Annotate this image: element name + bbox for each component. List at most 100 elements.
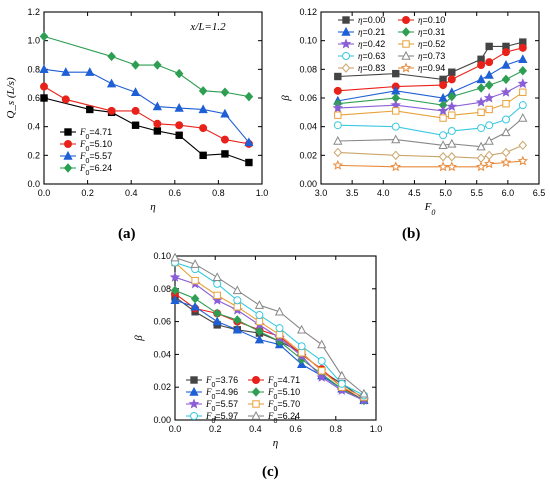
c-point <box>255 311 264 320</box>
b-point <box>391 134 401 144</box>
legend-c-entry-0-label: F0=3.76 <box>205 375 238 389</box>
a-point <box>39 31 49 42</box>
legend-b-entry-7-label: η=0.73 <box>418 51 445 61</box>
legend-b-entry-0-label: η=0.00 <box>358 15 385 25</box>
b-point <box>439 114 447 122</box>
a-point <box>153 119 162 128</box>
x-tick-label: 0.4 <box>125 188 138 198</box>
y-tick-label: 0.06 <box>299 93 317 103</box>
a-point <box>244 91 254 102</box>
y-tick-label: 0.8 <box>27 64 40 74</box>
b-point <box>390 161 401 172</box>
a-point <box>153 60 162 70</box>
a-series-line-2 <box>43 68 250 143</box>
a-point <box>86 105 94 114</box>
y-axis-label: β <box>280 95 292 102</box>
b-point <box>501 74 511 85</box>
legend-c-entry-3-label: F0=5.10 <box>267 387 300 401</box>
b-point <box>518 101 527 110</box>
c-series-line-7 <box>174 257 365 395</box>
x-tick-label: 5.0 <box>439 188 452 198</box>
b-point <box>501 147 511 158</box>
b-point <box>518 112 528 122</box>
b-point <box>477 108 485 117</box>
c-series-line-2 <box>174 299 365 401</box>
b-point <box>447 75 456 84</box>
c-point <box>254 334 265 344</box>
c-series-line-4 <box>174 276 365 401</box>
y-tick-label: 0.00 <box>299 179 317 189</box>
x-tick-label: 6.5 <box>533 188 546 198</box>
a-point <box>175 131 183 139</box>
b-point <box>484 80 494 90</box>
a-point <box>174 68 184 79</box>
a-point <box>174 102 184 112</box>
legend-a-entry-1-label: F0=5.10 <box>79 139 112 153</box>
x-tick-label: 0.6 <box>289 424 302 434</box>
b-point <box>518 140 528 151</box>
legend-b-entry-7-marker <box>401 50 411 60</box>
legend-b-entry-9-marker <box>400 62 412 73</box>
c-point <box>169 271 181 282</box>
b-point <box>518 54 528 63</box>
x-tick-label: 0.0 <box>169 424 182 434</box>
y-tick-label: 0.10 <box>299 36 317 46</box>
legend-a-entry-2-label: F0=5.57 <box>79 151 112 165</box>
y-tick-label: 0.04 <box>299 122 317 132</box>
b-point <box>485 105 493 114</box>
b-point <box>448 111 456 119</box>
c-point <box>254 300 265 309</box>
legend-c-entry-2-marker <box>189 386 199 396</box>
b-point <box>500 86 512 97</box>
y-tick-label: 0.10 <box>153 251 171 261</box>
c-point <box>233 315 242 325</box>
c-point <box>274 306 285 316</box>
c-point <box>297 324 307 334</box>
legend-c-entry-5-label: F0=5.70 <box>267 399 300 413</box>
b-point <box>485 42 493 51</box>
plot-area: 0.0 0.2 0.4 0.6 0.8 1.0 0.0 0.2 0.4 0.6 0.8 1.0 1.2 <box>27 7 268 198</box>
y-tick-label: 0.6 <box>27 93 40 103</box>
y-tick-label: 0.0 <box>27 179 40 189</box>
x-tick-label: 4.0 <box>377 188 390 198</box>
a-point <box>40 94 48 102</box>
b-point <box>333 135 343 145</box>
legend-b-entry-6-label: η=0.63 <box>358 51 385 61</box>
y-axis-label: β <box>133 335 145 342</box>
c-point <box>170 295 180 304</box>
c-point <box>275 331 284 339</box>
a-point <box>245 158 253 167</box>
b-point <box>334 111 342 119</box>
c-point <box>190 301 200 311</box>
legend-b-entry-5-marker <box>402 40 410 48</box>
b-point <box>484 69 494 79</box>
b-point <box>501 59 511 69</box>
a-point <box>131 60 140 70</box>
c-point <box>316 371 327 382</box>
y-axis-label: Q_s (L/s) <box>5 77 17 119</box>
legend-c-entry-6-label: F0=5.97 <box>205 411 238 425</box>
x-tick-label: 4.5 <box>408 188 421 198</box>
a-point <box>130 87 141 96</box>
b-point <box>333 86 342 95</box>
legend-c-entry-7-marker <box>251 410 261 420</box>
c-point <box>275 324 284 333</box>
b-point <box>334 72 342 81</box>
c-point <box>170 285 180 296</box>
legend-b-entry-8-marker <box>341 63 351 73</box>
a-point <box>39 64 49 74</box>
a-point <box>61 67 71 76</box>
legend-b-entry-4-marker <box>340 38 352 49</box>
b-point <box>392 69 400 78</box>
x-tick-label: 0.2 <box>209 424 222 434</box>
legend-c-entry-4-label: F0=5.57 <box>205 399 238 413</box>
y-tick-label: 0.08 <box>153 284 171 294</box>
y-tick-label: 0.06 <box>153 317 171 327</box>
b-point <box>439 81 448 90</box>
b-point <box>518 66 528 76</box>
c-point <box>190 259 200 268</box>
